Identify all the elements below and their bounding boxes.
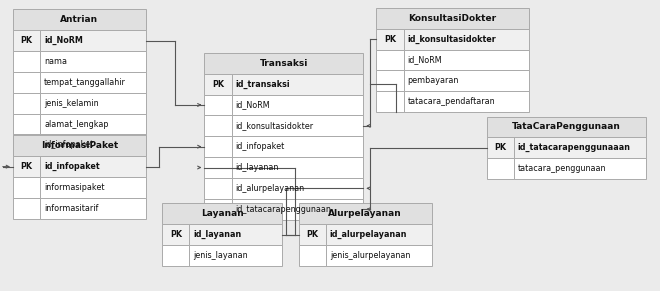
Bar: [189, 224, 282, 245]
Text: jenis_alurpelayanan: jenis_alurpelayanan: [329, 251, 410, 260]
Bar: [205, 74, 232, 95]
Text: id_infopaket: id_infopaket: [44, 141, 93, 149]
Bar: [13, 198, 40, 219]
Text: jenis_kelamin: jenis_kelamin: [44, 99, 99, 108]
Text: informasitarif: informasitarif: [44, 204, 98, 213]
Text: InformasiPaket: InformasiPaket: [41, 141, 118, 150]
Bar: [205, 136, 232, 157]
Bar: [40, 198, 146, 219]
Text: alamat_lengkap: alamat_lengkap: [44, 120, 109, 129]
Bar: [486, 137, 514, 158]
Bar: [376, 29, 404, 50]
Bar: [13, 72, 40, 93]
Bar: [40, 30, 146, 51]
Bar: [514, 158, 645, 179]
Text: id_alurpelayanan: id_alurpelayanan: [236, 184, 305, 193]
Text: tempat_tanggallahir: tempat_tanggallahir: [44, 78, 126, 87]
Bar: [376, 8, 529, 29]
Text: PK: PK: [170, 230, 182, 239]
Text: PK: PK: [494, 143, 506, 152]
Text: id_transaksi: id_transaksi: [236, 79, 290, 89]
Text: tatacara_pendaftaran: tatacara_pendaftaran: [407, 97, 495, 106]
Bar: [162, 245, 189, 266]
Bar: [298, 203, 432, 224]
Text: id_infopaket: id_infopaket: [236, 142, 285, 151]
Bar: [40, 72, 146, 93]
Bar: [13, 156, 40, 177]
Bar: [486, 116, 645, 137]
Bar: [40, 156, 146, 177]
Text: PK: PK: [306, 230, 318, 239]
Bar: [205, 53, 364, 74]
Text: id_layanan: id_layanan: [193, 230, 242, 239]
Bar: [205, 115, 232, 136]
Bar: [298, 224, 326, 245]
Bar: [486, 158, 514, 179]
Bar: [376, 50, 404, 70]
Bar: [205, 178, 232, 199]
Bar: [298, 245, 326, 266]
Bar: [232, 178, 364, 199]
Text: id_alurpelayanan: id_alurpelayanan: [329, 230, 407, 239]
Text: id_NoRM: id_NoRM: [407, 56, 442, 65]
Text: tatacara_penggunaan: tatacara_penggunaan: [518, 164, 607, 173]
Bar: [13, 134, 40, 155]
Text: nama: nama: [44, 57, 67, 66]
Text: id_NoRM: id_NoRM: [44, 36, 83, 45]
Text: Transaksi: Transaksi: [260, 59, 308, 68]
Text: Antrian: Antrian: [61, 15, 98, 24]
Bar: [232, 74, 364, 95]
Bar: [205, 199, 232, 220]
Bar: [514, 137, 645, 158]
Bar: [404, 70, 529, 91]
Text: id_tatacarapenggunaaan: id_tatacarapenggunaaan: [518, 143, 631, 152]
Text: id_infopaket: id_infopaket: [44, 162, 100, 171]
Bar: [326, 224, 432, 245]
Text: TataCaraPenggunaan: TataCaraPenggunaan: [512, 123, 620, 132]
Text: id_konsultasidokter: id_konsultasidokter: [236, 121, 314, 130]
Bar: [40, 134, 146, 155]
Text: pembayaran: pembayaran: [407, 77, 459, 86]
Bar: [13, 9, 146, 30]
Bar: [162, 224, 189, 245]
Bar: [13, 135, 146, 156]
Bar: [13, 114, 40, 134]
Bar: [232, 136, 364, 157]
Text: PK: PK: [212, 80, 224, 88]
Text: id_layanan: id_layanan: [236, 163, 279, 172]
Bar: [404, 50, 529, 70]
Text: id_konsultasidokter: id_konsultasidokter: [407, 35, 496, 44]
Text: Alurpelayanan: Alurpelayanan: [328, 209, 402, 218]
Bar: [326, 245, 432, 266]
Bar: [40, 51, 146, 72]
Bar: [40, 93, 146, 114]
Bar: [189, 245, 282, 266]
Bar: [13, 177, 40, 198]
Text: id_tatacarapenggunaan: id_tatacarapenggunaan: [236, 205, 331, 214]
Text: KonsultasiDokter: KonsultasiDokter: [409, 14, 497, 23]
Bar: [232, 199, 364, 220]
Bar: [404, 91, 529, 112]
Bar: [376, 70, 404, 91]
Bar: [232, 157, 364, 178]
Bar: [376, 91, 404, 112]
Bar: [205, 157, 232, 178]
Text: id_NoRM: id_NoRM: [236, 100, 270, 109]
Bar: [13, 51, 40, 72]
Bar: [232, 95, 364, 115]
Bar: [40, 114, 146, 134]
Bar: [162, 203, 282, 224]
Bar: [232, 115, 364, 136]
Text: PK: PK: [20, 36, 32, 45]
Text: PK: PK: [384, 35, 396, 44]
Bar: [205, 95, 232, 115]
Bar: [13, 93, 40, 114]
Text: PK: PK: [20, 162, 32, 171]
Text: jenis_layanan: jenis_layanan: [193, 251, 248, 260]
Text: Layanan: Layanan: [201, 209, 244, 218]
Bar: [404, 29, 529, 50]
Text: informasipaket: informasipaket: [44, 183, 105, 192]
Bar: [13, 30, 40, 51]
Bar: [40, 177, 146, 198]
